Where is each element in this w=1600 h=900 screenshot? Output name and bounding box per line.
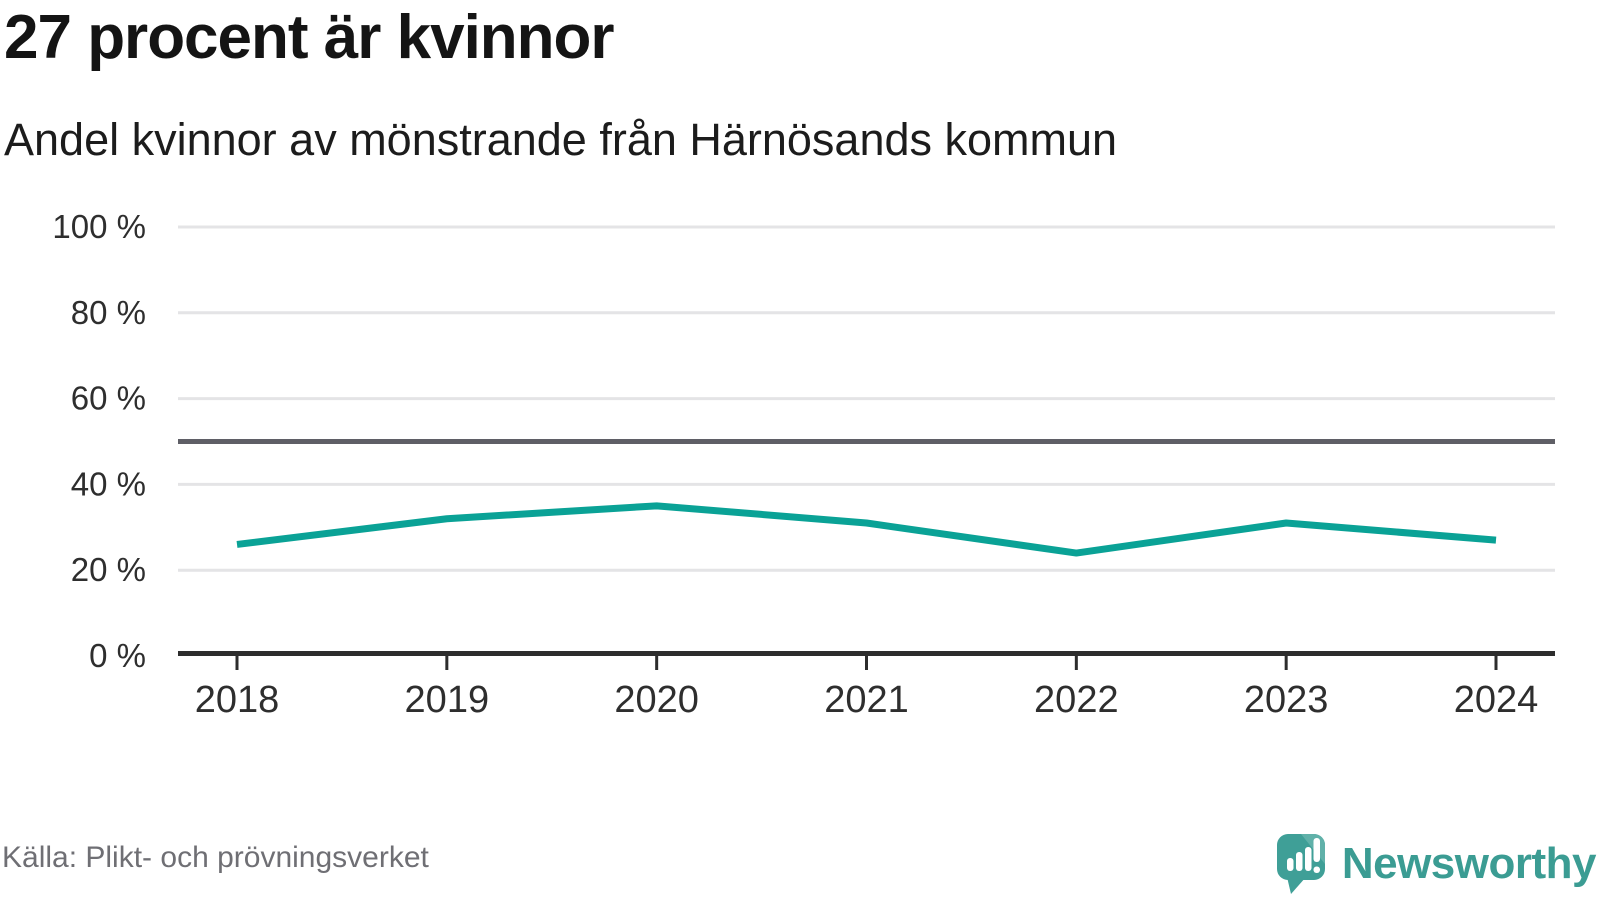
x-tick-label: 2018 — [195, 679, 280, 721]
logo-exclamation-dot — [1313, 866, 1320, 873]
logo-bar-small — [1286, 858, 1294, 871]
logo-bar-medium — [1295, 852, 1303, 871]
source-caption: Källa: Plikt- och prövningsverket — [2, 841, 429, 874]
logo-exclamation-bar — [1313, 838, 1320, 862]
x-tick-label: 2021 — [824, 679, 909, 721]
y-tick-label: 60 % — [71, 380, 146, 417]
logo-bubble-tail — [1286, 877, 1306, 894]
x-tick-label: 2019 — [405, 679, 490, 721]
y-tick-label: 0 % — [89, 637, 146, 674]
x-tick-label: 2022 — [1034, 679, 1119, 721]
chart-subtitle: Andel kvinnor av mönstrande från Härnösa… — [4, 114, 1118, 165]
brand-name: Newsworthy — [1341, 839, 1597, 888]
y-tick-label: 20 % — [71, 551, 146, 588]
y-tick-label: 40 % — [71, 465, 146, 502]
x-tick-label: 2020 — [614, 679, 699, 721]
y-tick-label: 100 % — [52, 208, 146, 245]
x-tick-label: 2024 — [1454, 679, 1539, 721]
line-chart-canvas: 0 % 20 % 40 % 60 % 80 % 100 % 2018 2019 2020 2021… — [52, 208, 1555, 721]
newsworthy-logo-icon — [1276, 834, 1325, 894]
chart-title: 27 procent är kvinnor — [4, 3, 615, 72]
x-tick-label: 2023 — [1244, 679, 1329, 721]
logo-bar-tall — [1304, 847, 1312, 871]
data-line-women-share — [236, 502, 1497, 557]
newsworthy-logo: Newsworthy — [1276, 832, 1597, 896]
y-tick-label: 80 % — [71, 294, 146, 331]
